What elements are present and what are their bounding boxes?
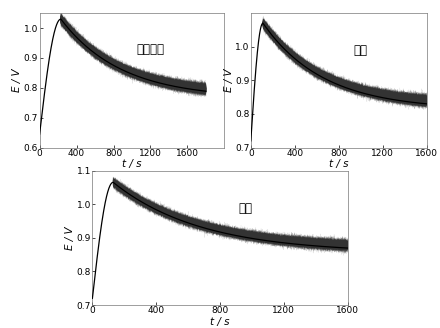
Y-axis label: E / V: E / V [65, 226, 75, 250]
X-axis label: t / s: t / s [329, 159, 348, 169]
Y-axis label: E / V: E / V [12, 69, 22, 92]
X-axis label: t / s: t / s [122, 159, 142, 169]
Text: 娇子: 娇子 [353, 44, 367, 57]
Text: 中华: 中华 [238, 202, 253, 215]
X-axis label: t / s: t / s [210, 317, 230, 327]
Y-axis label: E / V: E / V [224, 69, 234, 92]
Text: 龙凤呈祥: 龙凤呈祥 [136, 43, 165, 56]
